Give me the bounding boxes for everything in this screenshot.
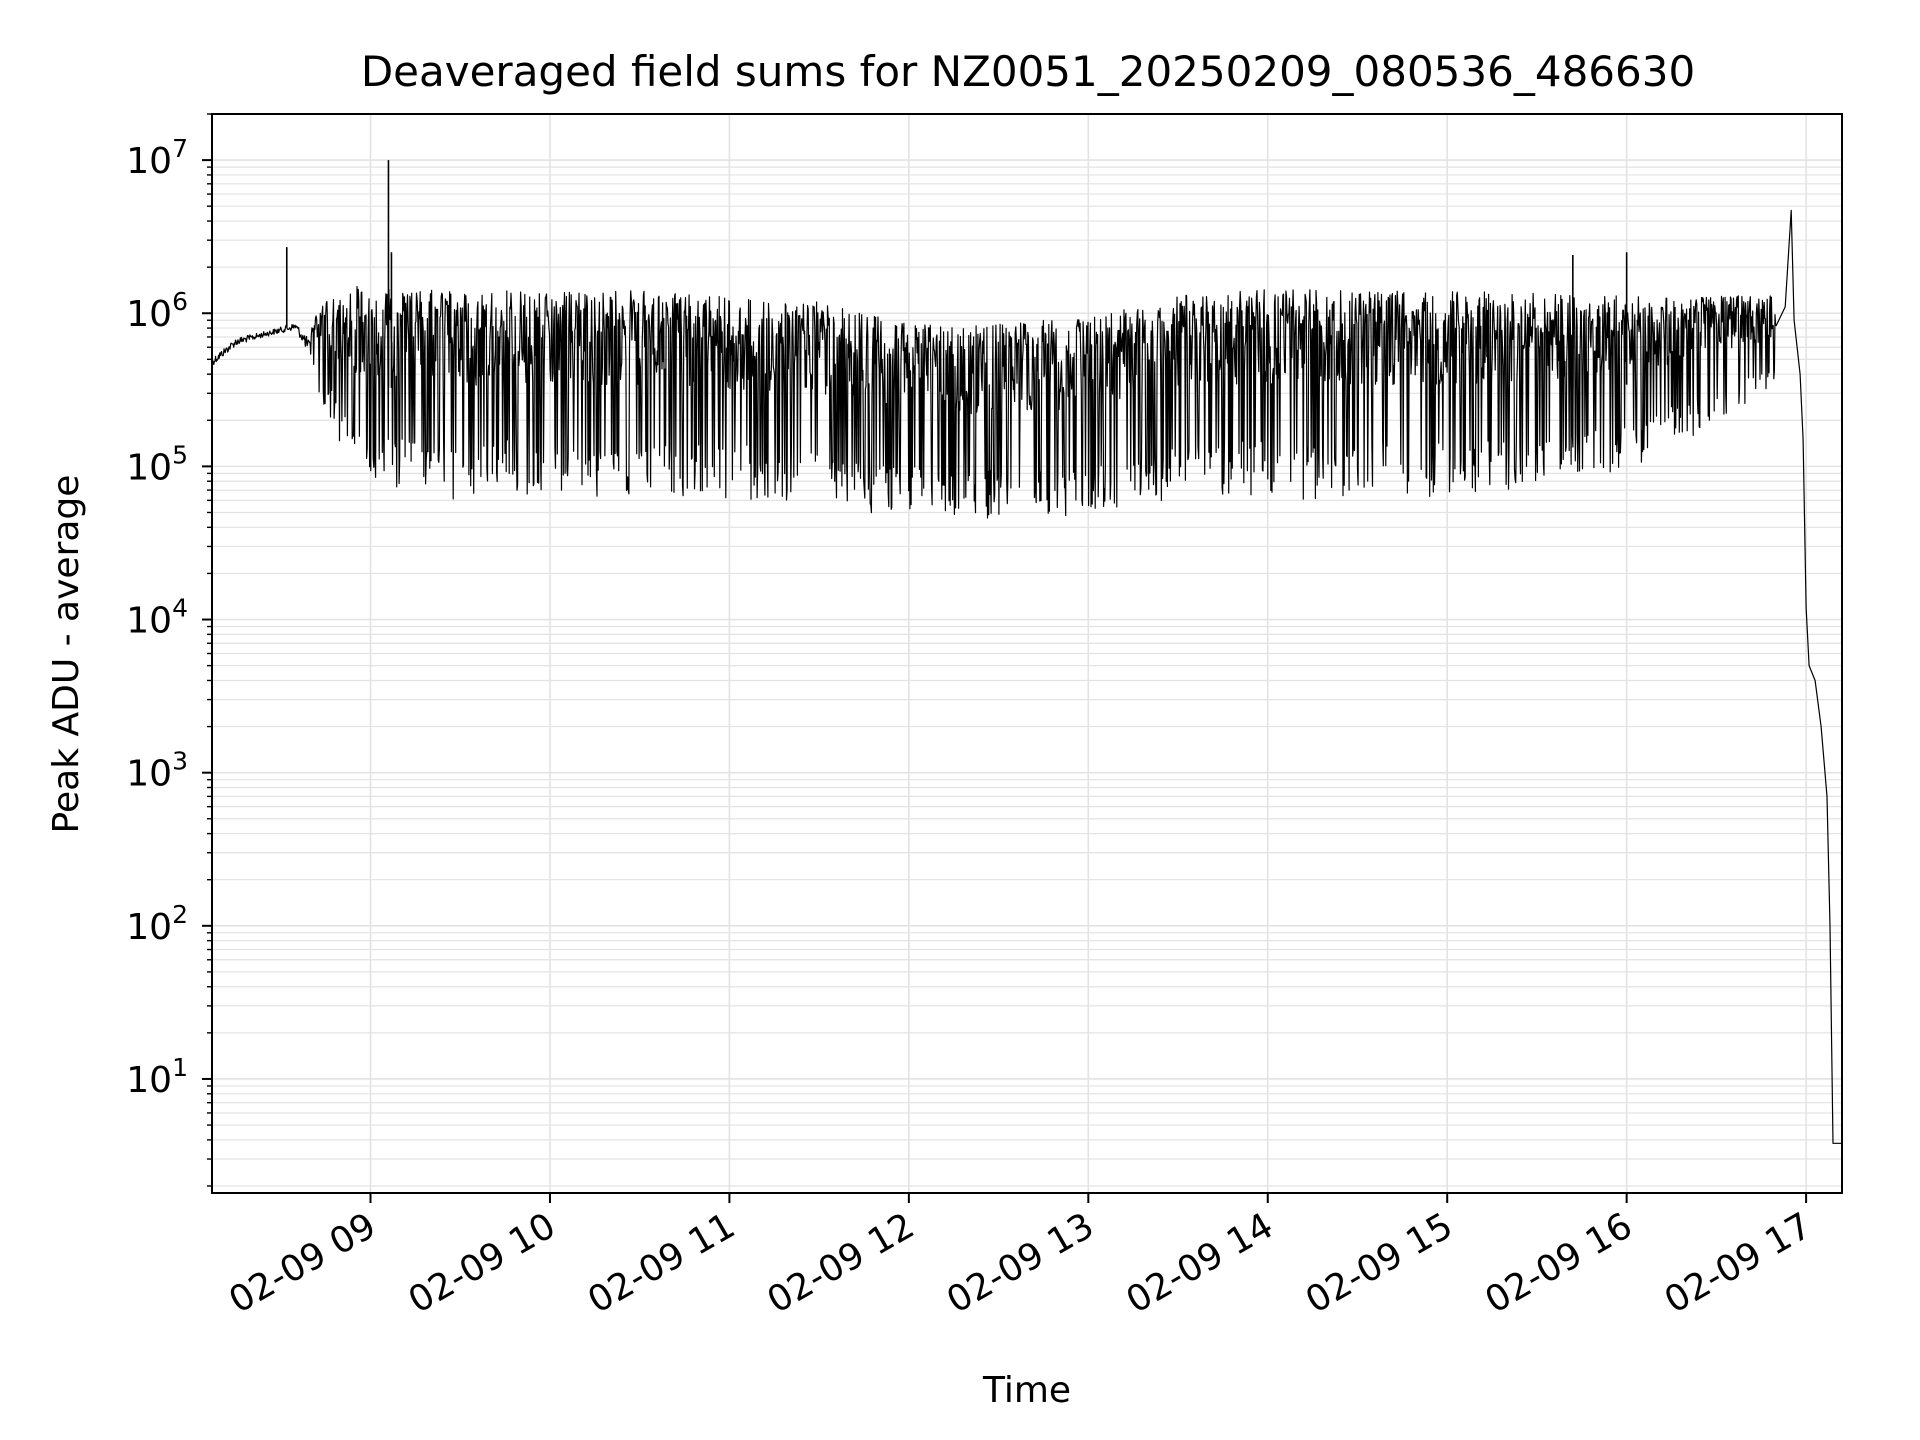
y-tick-label: 103 [126,747,188,795]
y-axis: 101 102 103 104 105 106 107 [126,113,212,1187]
x-axis: 02-09 09 02-09 10 02-09 11 02-09 12 02-09 13… [222,1193,1819,1322]
y-axis-label: Peak ADU - average [46,475,87,834]
grid [212,113,1842,1193]
y-tick-label: 102 [126,900,188,948]
x-tick-label: 02-09 12 [761,1205,922,1321]
x-tick-label: 02-09 10 [402,1205,563,1321]
x-tick-label: 02-09 17 [1658,1205,1819,1321]
x-tick-label: 02-09 16 [1478,1205,1639,1321]
y-tick-label: 105 [126,440,188,488]
chart-title: Deaveraged field sums for NZ0051_2025020… [361,47,1695,96]
x-tick-label: 02-09 09 [222,1205,383,1321]
x-tick-label: 02-09 11 [581,1205,742,1321]
series-line [211,209,1842,1144]
x-axis-label: Time [982,1370,1071,1411]
x-tick-label: 02-09 13 [940,1205,1101,1321]
y-tick-label: 101 [126,1053,188,1101]
y-tick-label: 107 [126,134,188,182]
x-tick-label: 02-09 14 [1120,1205,1281,1321]
y-tick-label: 104 [126,594,188,642]
series-group [211,160,1842,1144]
x-tick-label: 02-09 15 [1299,1205,1460,1321]
y-tick-label: 106 [126,287,188,335]
